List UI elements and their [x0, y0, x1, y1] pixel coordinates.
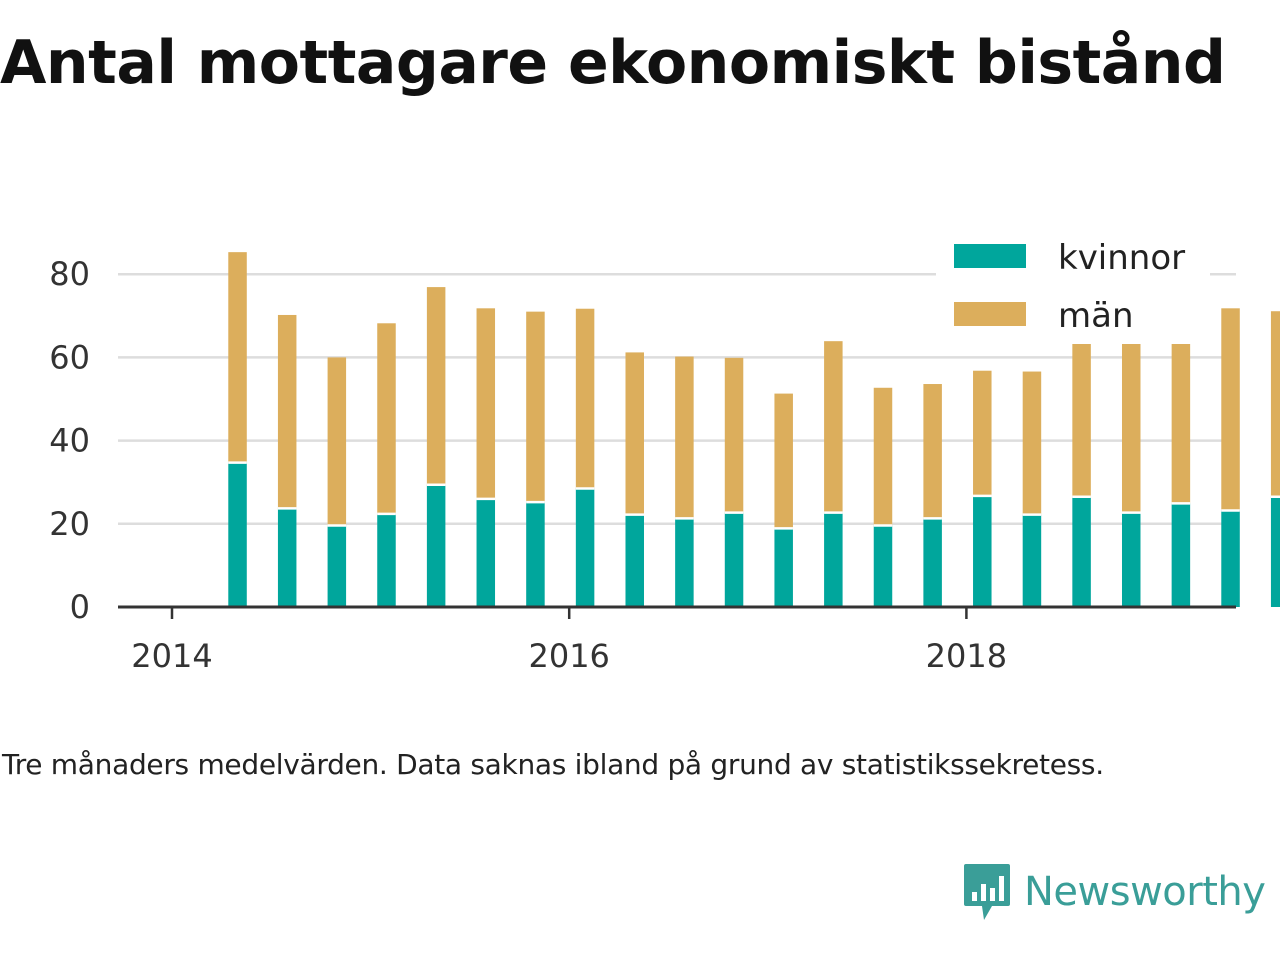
bar-kvinnor-1 [277, 508, 297, 607]
bar-kvinnor-8 [625, 514, 644, 607]
chart-caption: Tre månaders medelvärden. Data saknas ib… [2, 748, 1104, 781]
x-tick-label-2016: 2016 [528, 637, 609, 675]
bar-kvinnor-21 [1270, 496, 1280, 607]
bar-kvinnor-18 [1121, 512, 1141, 607]
bar-kvinnor-11 [774, 528, 793, 607]
bar-kvinnor-19 [1171, 503, 1191, 607]
bar-män-8 [625, 352, 644, 515]
bar-kvinnor-20 [1221, 510, 1240, 607]
bar-män-21 [1270, 311, 1280, 497]
bar-kvinnor-0 [228, 462, 247, 607]
bar-kvinnor-7 [575, 488, 595, 607]
chart-title: Antal mottagare ekonomiskt bistånd [0, 28, 1226, 98]
bar-män-4 [426, 287, 446, 485]
newsworthy-logo-icon [964, 864, 1010, 920]
y-tick-label-60: 60 [49, 338, 90, 376]
y-tick-label-80: 80 [49, 255, 90, 293]
bar-män-10 [724, 357, 744, 513]
x-tick-label-2014: 2014 [131, 637, 212, 675]
y-tick-label-20: 20 [49, 505, 90, 543]
bar-män-0 [228, 252, 247, 463]
bar-män-6 [526, 311, 545, 503]
bar-män-14 [923, 384, 942, 519]
bar-män-2 [327, 357, 347, 526]
legend: kvinnor män [936, 232, 1210, 344]
bar-män-3 [377, 323, 396, 514]
legend-swatch-kvinnor [954, 244, 1026, 268]
bar-kvinnor-13 [873, 525, 893, 607]
bar-kvinnor-5 [476, 498, 496, 607]
bar-män-13 [873, 387, 893, 526]
x-tick-label-2018: 2018 [926, 637, 1007, 675]
bar-kvinnor-9 [675, 518, 694, 607]
bar-män-9 [675, 356, 694, 519]
bar-kvinnor-14 [923, 518, 942, 607]
legend-label-män: män [1058, 296, 1134, 336]
bar-kvinnor-17 [1072, 496, 1091, 607]
bar-kvinnor-3 [377, 513, 396, 607]
bars [228, 252, 1280, 607]
bar-män-7 [575, 308, 595, 489]
bar-kvinnor-12 [824, 512, 843, 607]
axes: 020406080201420162018202020222024 [49, 255, 1236, 675]
bar-kvinnor-16 [1022, 514, 1042, 607]
brand-logo: Newsworthy [962, 862, 1266, 922]
bar-kvinnor-4 [426, 484, 446, 607]
y-tick-label-0: 0 [70, 588, 90, 626]
bar-män-18 [1121, 330, 1141, 513]
bar-män-5 [476, 308, 496, 499]
bar-män-16 [1022, 371, 1042, 515]
bar-män-17 [1072, 326, 1091, 497]
y-tick-label-40: 40 [49, 422, 90, 460]
legend-swatch-män [954, 302, 1026, 326]
legend-label-kvinnor: kvinnor [1058, 238, 1185, 278]
bar-kvinnor-2 [327, 525, 347, 607]
bar-män-15 [973, 370, 992, 496]
bar-kvinnor-6 [526, 502, 545, 607]
stacked-bar-chart: 020406080201420162018202020222024 kvinno… [49, 232, 1280, 675]
bar-män-11 [774, 393, 793, 529]
bar-män-1 [277, 314, 297, 509]
bar-kvinnor-10 [724, 512, 744, 607]
bar-kvinnor-15 [973, 495, 992, 607]
brand-name: Newsworthy [1024, 869, 1266, 915]
bar-män-20 [1221, 308, 1240, 511]
bar-män-12 [824, 341, 843, 513]
